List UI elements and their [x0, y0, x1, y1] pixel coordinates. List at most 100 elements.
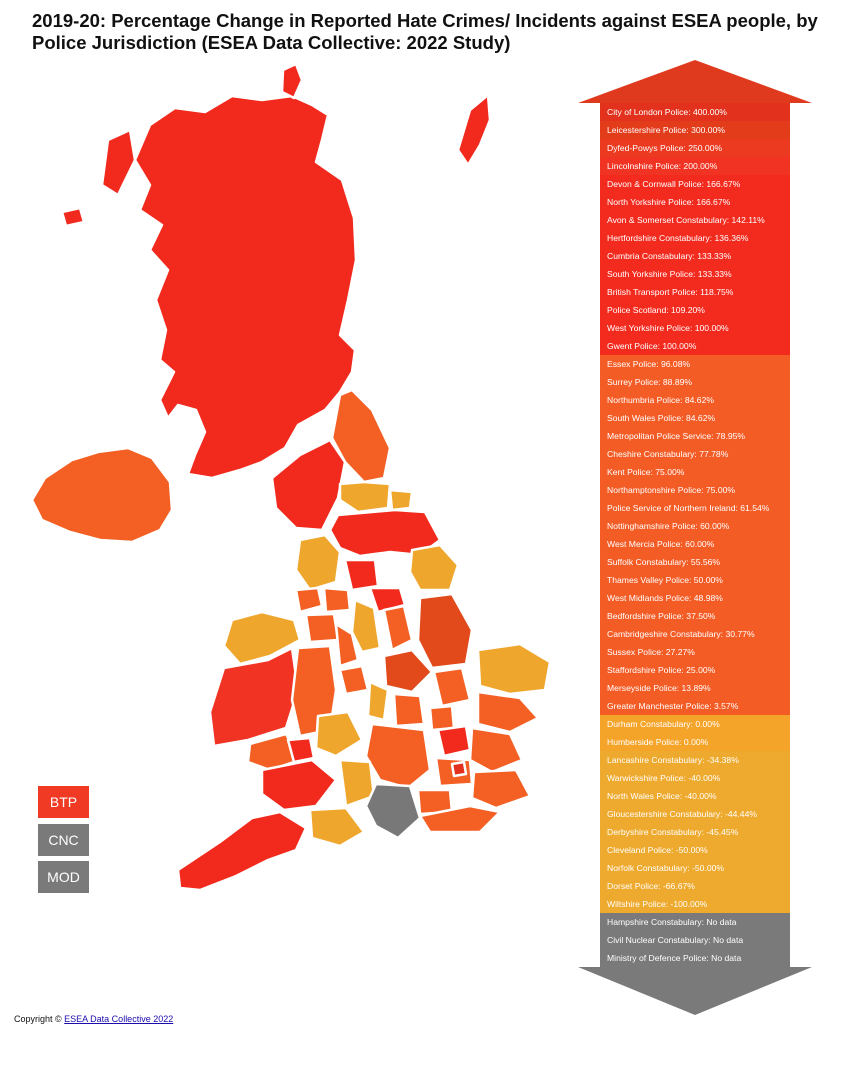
jurisdiction-row: Cleveland Police: -50.00% — [600, 841, 790, 859]
jurisdiction-label: Gloucestershire Constabulary: -44.44% — [607, 809, 757, 819]
jurisdiction-row: Durham Constabulary: 0.00% — [600, 715, 790, 733]
region-cleveland — [388, 488, 414, 512]
jurisdiction-row: Gwent Police: 100.00% — [600, 337, 790, 355]
jurisdiction-label: Ministry of Defence Police: No data — [607, 953, 742, 963]
legend-mod-label: MOD — [47, 869, 80, 885]
jurisdiction-row: South Wales Police: 84.62% — [600, 409, 790, 427]
region-cheshire — [304, 612, 340, 644]
jurisdiction-label: Greater Manchester Police: 3.57% — [607, 701, 739, 711]
region-lancashire — [294, 533, 342, 592]
jurisdiction-row: Hertfordshire Constabulary: 136.36% — [600, 229, 790, 247]
jurisdiction-row: Cheshire Constabulary: 77.78% — [600, 445, 790, 463]
jurisdiction-label: Cleveland Police: -50.00% — [607, 845, 708, 855]
jurisdiction-row: Dyfed-Powys Police: 250.00% — [600, 139, 790, 157]
region-devon-cornwall — [176, 810, 308, 892]
jurisdiction-label: British Transport Police: 118.75% — [607, 287, 734, 297]
jurisdiction-row: West Yorkshire Police: 100.00% — [600, 319, 790, 337]
jurisdiction-row: West Mercia Police: 60.00% — [600, 535, 790, 553]
jurisdiction-row: Avon & Somerset Constabulary: 142.11% — [600, 211, 790, 229]
jurisdiction-label: Derbyshire Constabulary: -45.45% — [607, 827, 739, 837]
jurisdiction-row: Essex Police: 96.08% — [600, 355, 790, 373]
jurisdiction-row: Metropolitan Police Service: 78.95% — [600, 427, 790, 445]
jurisdiction-label: Avon & Somerset Constabulary: 142.11% — [607, 215, 765, 225]
region-lincolnshire — [416, 592, 474, 670]
jurisdiction-row: Police Service of Northern Ireland: 61.5… — [600, 499, 790, 517]
jurisdiction-label: Leicestershire Police: 300.00% — [607, 125, 725, 135]
jurisdiction-label: Police Service of Northern Ireland: 61.5… — [607, 503, 770, 513]
region-derbyshire — [350, 598, 382, 654]
region-staffordshire — [334, 622, 360, 668]
jurisdiction-row: City of London Police: 400.00% — [600, 103, 790, 121]
jurisdiction-label: Nottinghamshire Police: 60.00% — [607, 521, 730, 531]
region-dorset — [308, 806, 366, 848]
jurisdiction-label: Metropolitan Police Service: 78.95% — [607, 431, 746, 441]
region-northamptonshire — [392, 692, 426, 728]
jurisdiction-row: Hampshire Constabulary: No data — [600, 913, 790, 931]
jurisdiction-row: Leicestershire Police: 300.00% — [600, 121, 790, 139]
jurisdiction-label: Police Scotland: 109.20% — [607, 305, 705, 315]
jurisdiction-label: Essex Police: 96.08% — [607, 359, 691, 369]
jurisdiction-row: Northumbria Police: 84.62% — [600, 391, 790, 409]
jurisdiction-label: Humberside Police: 0.00% — [607, 737, 709, 747]
region-kent — [470, 768, 532, 810]
jurisdiction-label: Hampshire Constabulary: No data — [607, 917, 737, 927]
jurisdiction-label: Northumbria Police: 84.62% — [607, 395, 714, 405]
jurisdiction-row: Humberside Police: 0.00% — [600, 733, 790, 751]
jurisdiction-row: North Wales Police: -40.00% — [600, 787, 790, 805]
jurisdiction-row: Dorset Police: -66.67% — [600, 877, 790, 895]
esea-data-collective-link[interactable]: ESEA Data Collective 2022 — [64, 1014, 174, 1024]
jurisdiction-label: Dyfed-Powys Police: 250.00% — [607, 143, 723, 153]
jurisdiction-label: Durham Constabulary: 0.00% — [607, 719, 720, 729]
region-suffolk — [476, 690, 540, 734]
region-northumbria — [330, 388, 392, 484]
region-avon-somerset — [260, 758, 338, 812]
arrow-head-up — [578, 60, 812, 103]
region-west-yorkshire — [343, 558, 380, 592]
jurisdiction-label: South Yorkshire Police: 133.33% — [607, 269, 732, 279]
jurisdiction-label: North Yorkshire Police: 166.67% — [607, 197, 731, 207]
jurisdiction-row: Thames Valley Police: 50.00% — [600, 571, 790, 589]
region-scotland-islands-west — [100, 128, 137, 197]
jurisdiction-label: Hertfordshire Constabulary: 136.36% — [607, 233, 749, 243]
region-cumbria — [270, 438, 347, 532]
jurisdiction-row: Warwickshire Police: -40.00% — [600, 769, 790, 787]
region-sussex — [418, 804, 502, 834]
jurisdiction-label: Kent Police: 75.00% — [607, 467, 685, 477]
jurisdiction-label: Cambridgeshire Constabulary: 30.77% — [607, 629, 755, 639]
jurisdiction-row: Surrey Police: 88.89% — [600, 373, 790, 391]
jurisdiction-row: Ministry of Defence Police: No data — [600, 949, 790, 967]
jurisdiction-row: Northamptonshire Police: 75.00% — [600, 481, 790, 499]
jurisdiction-label: Norfolk Constabulary: -50.00% — [607, 863, 725, 873]
legend-cnc-label: CNC — [48, 832, 79, 848]
jurisdiction-row: British Transport Police: 118.75% — [600, 283, 790, 301]
legend-btp: BTP — [38, 786, 89, 818]
jurisdiction-row: Greater Manchester Police: 3.57% — [600, 697, 790, 715]
jurisdiction-row: West Midlands Police: 48.98% — [600, 589, 790, 607]
jurisdiction-row: Suffolk Constabulary: 55.56% — [600, 553, 790, 571]
region-essex — [468, 726, 524, 774]
jurisdiction-label: West Yorkshire Police: 100.00% — [607, 323, 729, 333]
jurisdiction-row: Civil Nuclear Constabulary: No data — [600, 931, 790, 949]
region-west-midlands — [338, 664, 370, 696]
jurisdiction-list: City of London Police: 400.00% Leicester… — [600, 103, 790, 967]
jurisdiction-row: Sussex Police: 27.27% — [600, 643, 790, 661]
jurisdiction-row: Lancashire Constabulary: -34.38% — [600, 751, 790, 769]
region-hampshire — [364, 782, 422, 840]
jurisdiction-label: Dorset Police: -66.67% — [607, 881, 695, 891]
copyright-notice: Copyright © ESEA Data Collective 2022 — [14, 1014, 173, 1024]
region-dyfed-powys — [208, 646, 300, 748]
region-merseyside — [294, 586, 324, 614]
jurisdiction-label: Wiltshire Police: -100.00% — [607, 899, 708, 909]
region-greater-manchester — [322, 586, 352, 614]
region-south-yorkshire — [368, 586, 407, 614]
jurisdiction-row: Police Scotland: 109.20% — [600, 301, 790, 319]
jurisdiction-label: Gwent Police: 100.00% — [607, 341, 697, 351]
jurisdiction-label: City of London Police: 400.00% — [607, 107, 727, 117]
region-hertfordshire — [436, 724, 472, 758]
jurisdiction-label: Merseyside Police: 13.89% — [607, 683, 711, 693]
jurisdiction-label: Cheshire Constabulary: 77.78% — [607, 449, 729, 459]
jurisdiction-row: Norfolk Constabulary: -50.00% — [600, 859, 790, 877]
jurisdiction-row: Lincolnshire Police: 200.00% — [600, 157, 790, 175]
jurisdiction-label: Lancashire Constabulary: -34.38% — [607, 755, 739, 765]
